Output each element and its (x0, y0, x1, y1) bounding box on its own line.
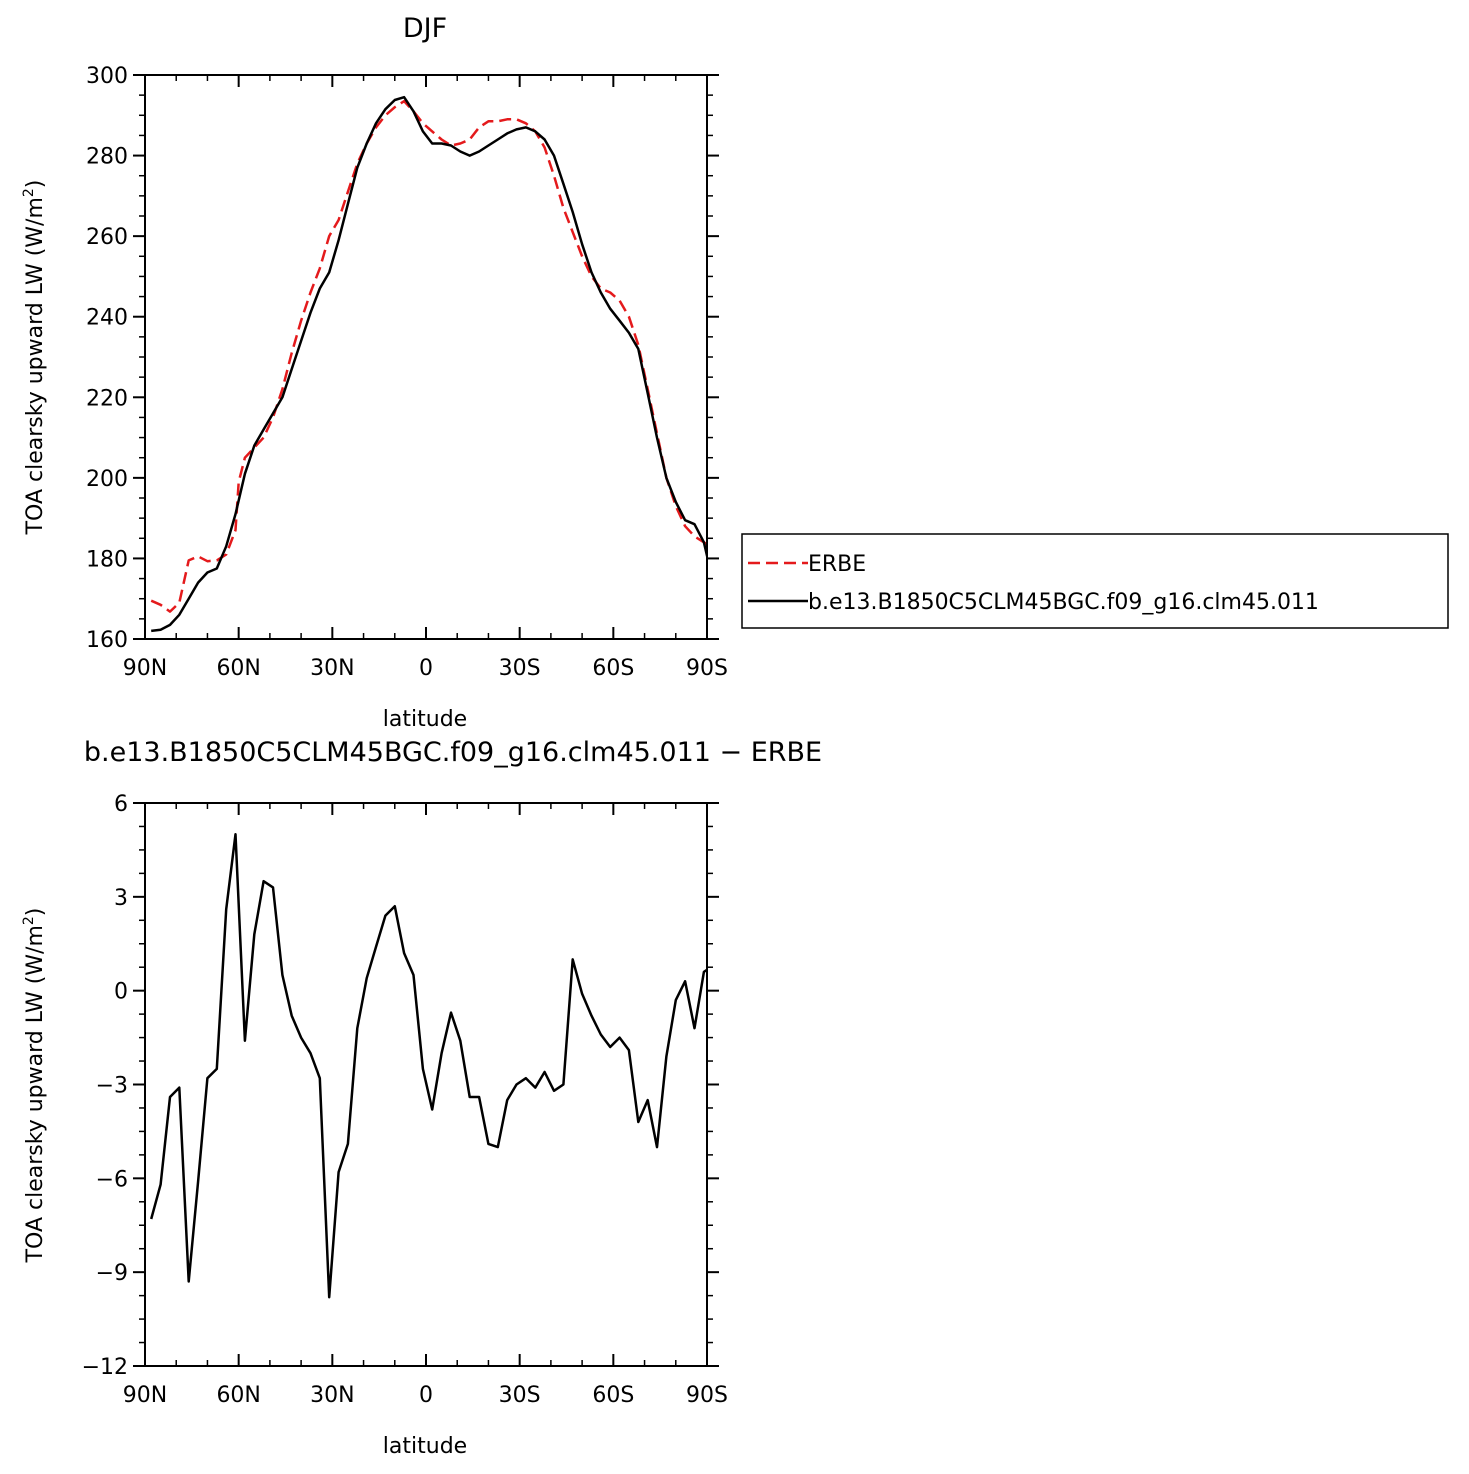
bottom-y-axis-label-sup: 2 (21, 916, 37, 925)
top-y-axis-label-sup: 2 (21, 188, 37, 197)
bottom-y-tick-label: −6 (96, 1167, 128, 1192)
bottom-y-tick-label: −9 (96, 1261, 128, 1286)
bottom-x-tick-label: 60N (216, 1383, 260, 1408)
legend-model-label: b.e13.B1850C5CLM45BGC.f09_g16.clm45.011 (808, 590, 1319, 615)
top-y-tick-label: 240 (86, 306, 128, 331)
top-series-erbe-line (150, 99, 707, 613)
top-y-tick-label: 280 (86, 145, 128, 170)
top-x-tick-label: 60N (216, 656, 260, 681)
bottom-y-axis-label: TOA clearsky upward LW (W/m2) (21, 908, 48, 1264)
bottom-x-tick-label: 90S (686, 1383, 728, 1408)
top-y-tick-label: 220 (86, 386, 128, 411)
bottom-y-tick-label: 0 (114, 980, 128, 1005)
bottom-x-tick-label: 60S (592, 1383, 634, 1408)
bottom-y-tick-label: −3 (96, 1074, 128, 1099)
top-y-axis-label-text: TOA clearsky upward LW (W/m (23, 197, 48, 535)
bottom-y-tick-label: −12 (82, 1355, 128, 1380)
top-y-axis-label: TOA clearsky upward LW (W/m2) (21, 180, 48, 536)
top-x-tick-label: 30N (310, 656, 354, 681)
bottom-series-0-line (149, 833, 707, 1299)
top-plot-frame (144, 74, 708, 640)
top-x-axis-label: latitude (383, 707, 467, 732)
bottom-plot-area: 90N 60N 30N 0 30S 60S 90S −12 −9 −6 −3 0 3 6 (82, 792, 728, 1408)
top-y-tick-label: 300 (86, 64, 128, 89)
top-y-tick-label: 200 (86, 467, 128, 492)
bottom-x-axis-label: latitude (383, 1434, 467, 1459)
bottom-title: b.e13.B1850C5CLM45BGC.f09_g16.clm45.011 … (84, 737, 822, 768)
bottom-x-tick-label: 30N (310, 1383, 354, 1408)
top-x-tick-label: 0 (419, 656, 433, 681)
top-title: DJF (403, 13, 447, 44)
bottom-x-tick-label: 0 (419, 1383, 433, 1408)
top-y-tick-label: 160 (86, 628, 128, 653)
bottom-y-tick-label: 3 (114, 886, 128, 911)
top-y-tick-label: 260 (86, 225, 128, 250)
legend-box (741, 533, 1449, 629)
top-x-tick-label: 30S (499, 656, 541, 681)
top-x-tick-label: 60S (592, 656, 634, 681)
top-y-axis-label-close: ) (23, 180, 48, 189)
top-y-tick-label: 180 (86, 547, 128, 572)
bottom-y-axis-label-text: TOA clearsky upward LW (W/m (23, 925, 48, 1263)
top-legend: ERBE b.e13.B1850C5CLM45BGC.f09_g16.clm45… (741, 533, 1449, 629)
bottom-plot-frame (144, 802, 708, 1367)
bottom-x-tick-label: 90N (123, 1383, 167, 1408)
top-x-tick-label: 90N (123, 656, 167, 681)
top-plot-area: 90N 60N 30N 0 30S 60S 90S 160 180 200 220 240 260 280… (86, 64, 728, 681)
top-panel: DJF 90N 60N 30N 0 30S 60S 90S 160 180 200 220 240 26… (21, 13, 1449, 732)
top-x-tick-label: 90S (686, 656, 728, 681)
bottom-panel: b.e13.B1850C5CLM45BGC.f09_g16.clm45.011 … (21, 737, 822, 1459)
legend-erbe-label: ERBE (808, 552, 866, 577)
bottom-y-tick-label: 6 (114, 792, 128, 817)
bottom-y-axis-label-close: ) (23, 908, 48, 917)
top-series-b-line (151, 95, 707, 633)
bottom-x-tick-label: 30S (499, 1383, 541, 1408)
